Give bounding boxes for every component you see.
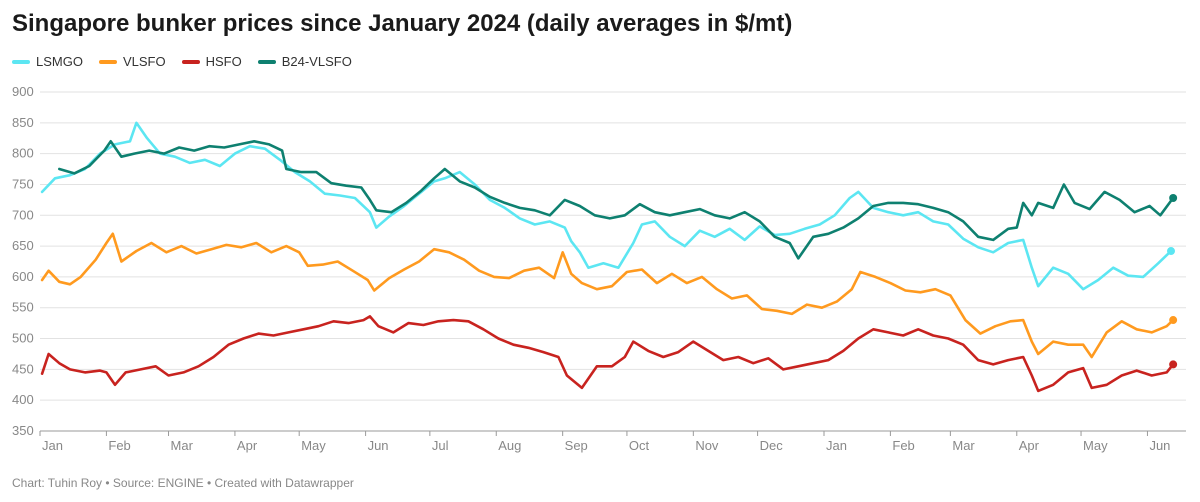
x-tick-label: May bbox=[301, 438, 326, 453]
x-tick-label: Mar bbox=[952, 438, 975, 453]
series-end-point-hsfo bbox=[1169, 360, 1178, 369]
x-tick-label: Feb bbox=[108, 438, 130, 453]
y-tick-label: 650 bbox=[12, 238, 34, 253]
legend-swatch-vlsfo bbox=[98, 59, 117, 64]
y-axis-ticks: 350 400 450 500 550 600 650 700 750 800 850 900 bbox=[12, 84, 34, 438]
legend-label-lsmgo: LSMGO bbox=[36, 54, 83, 69]
x-tick-label: May bbox=[1083, 438, 1108, 453]
series-end-point-lsmgo bbox=[1167, 247, 1176, 256]
x-tick-label: Jul bbox=[432, 438, 449, 453]
x-tick-label: Nov bbox=[695, 438, 719, 453]
series-line-lsmgo bbox=[40, 121, 1173, 291]
legend-label-hsfo: HSFO bbox=[205, 54, 242, 69]
x-tick-label: Apr bbox=[237, 438, 258, 453]
y-tick-label: 400 bbox=[12, 392, 34, 407]
legend-swatch-hsfo bbox=[181, 59, 200, 64]
chart-footer: Chart: Tuhin Roy • Source: ENGINE • Crea… bbox=[12, 476, 354, 490]
series-line-b24-vlsfo bbox=[58, 140, 1175, 260]
x-tick-label: Oct bbox=[629, 438, 650, 453]
x-tick-label: Mar bbox=[171, 438, 194, 453]
x-tick-label: Jan bbox=[826, 438, 847, 453]
y-tick-label: 900 bbox=[12, 84, 34, 99]
series-line-vlsfo bbox=[40, 232, 1175, 359]
x-tick-label: Sep bbox=[565, 438, 588, 453]
series-end-point-b24-vlsfo bbox=[1169, 194, 1178, 203]
x-tick-label: Jun bbox=[368, 438, 389, 453]
x-tick-label: Aug bbox=[498, 438, 521, 453]
y-tick-label: 800 bbox=[12, 146, 34, 161]
series-lines bbox=[40, 121, 1178, 393]
y-tick-label: 500 bbox=[12, 331, 34, 346]
x-tick-label: Apr bbox=[1019, 438, 1040, 453]
series-end-point-vlsfo bbox=[1169, 316, 1178, 325]
legend-swatch-lsmgo bbox=[12, 59, 30, 64]
legend-swatch-b24-vlsfo bbox=[257, 59, 276, 64]
y-tick-label: 350 bbox=[12, 423, 34, 438]
x-tick-label: Feb bbox=[892, 438, 914, 453]
legend-item-vlsfo: VLSFO bbox=[98, 54, 166, 69]
legend-item-lsmgo: LSMGO bbox=[12, 54, 83, 69]
x-axis-ticks: Jan Feb Mar Apr May Jun Jul Aug Sep Oct Nov Dec Jan F… bbox=[39, 431, 1170, 453]
series-line-hsfo bbox=[40, 315, 1175, 393]
legend-item-hsfo: HSFO bbox=[181, 54, 242, 69]
x-tick-label: Dec bbox=[760, 438, 784, 453]
legend-label-vlsfo: VLSFO bbox=[122, 54, 166, 69]
y-tick-label: 550 bbox=[12, 300, 34, 315]
y-tick-label: 700 bbox=[12, 207, 34, 222]
chart-title: Singapore bunker prices since January 20… bbox=[12, 10, 793, 37]
legend-label-b24-vlsfo: B24-VLSFO bbox=[281, 54, 352, 69]
y-tick-label: 450 bbox=[12, 361, 34, 376]
y-tick-label: 600 bbox=[12, 269, 34, 284]
gridlines bbox=[40, 91, 1186, 432]
x-tick-label: Jan bbox=[42, 438, 63, 453]
y-tick-label: 750 bbox=[12, 176, 34, 191]
x-tick-label: Jun bbox=[1149, 438, 1170, 453]
y-tick-label: 850 bbox=[12, 115, 34, 130]
legend: LSMGO VLSFO HSFO B24-VLSFO bbox=[12, 54, 352, 69]
legend-item-b24-vlsfo: B24-VLSFO bbox=[257, 54, 352, 69]
